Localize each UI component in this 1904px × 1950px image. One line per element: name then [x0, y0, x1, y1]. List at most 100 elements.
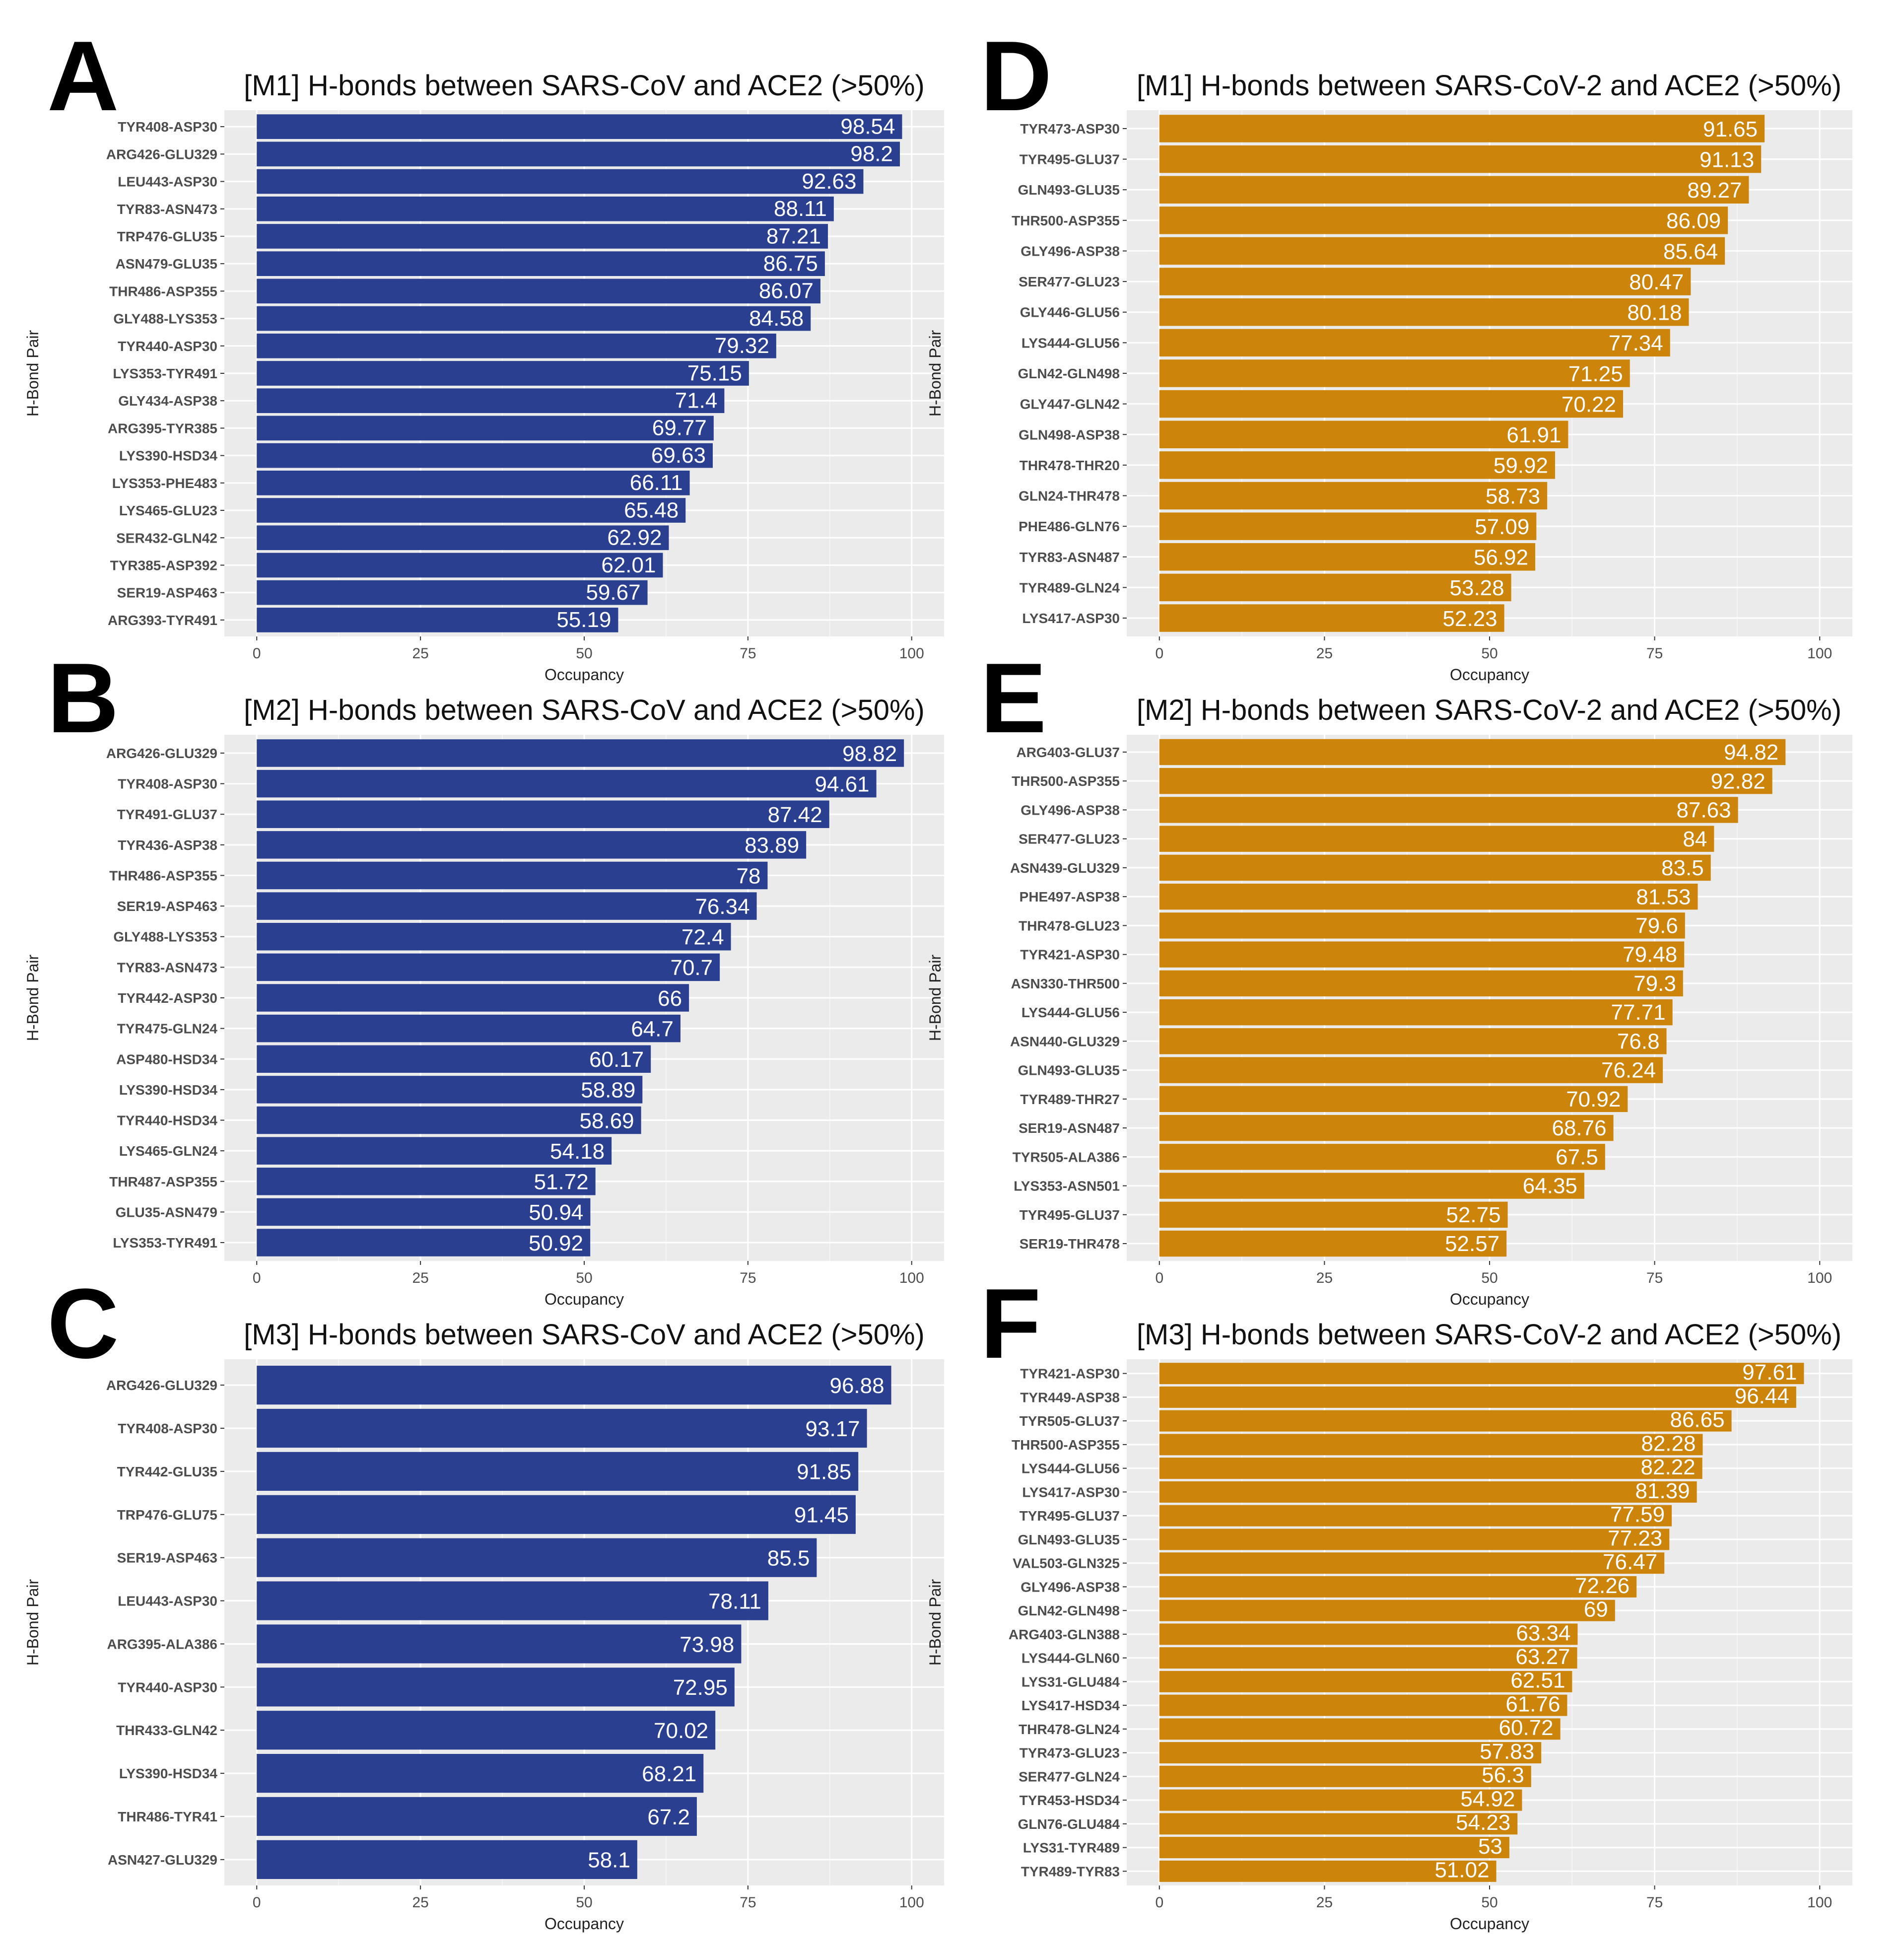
x-tick-label: 100: [1807, 1270, 1832, 1286]
category-label: LYS390-HSD34: [119, 1766, 218, 1781]
bar: [257, 141, 900, 167]
category-label: ARG426-GLU329: [106, 746, 217, 761]
bar-value-label: 72.26: [1575, 1574, 1630, 1598]
category-label: TYR83-ASN487: [1020, 550, 1120, 565]
bar-value-label: 67.2: [647, 1805, 690, 1829]
x-tick-label: 100: [899, 1894, 924, 1911]
bar-value-label: 80.47: [1629, 270, 1684, 294]
category-label: LYS444-GLU56: [1021, 1005, 1120, 1020]
bar-value-label: 60.72: [1499, 1716, 1554, 1740]
bar-value-label: 77.71: [1611, 1000, 1666, 1025]
bar: [257, 831, 807, 859]
bar: [1159, 451, 1555, 479]
bar: [1159, 1028, 1667, 1054]
category-label: LYS465-GLU23: [119, 503, 217, 518]
chart-title: [M2] H-bonds between SARS-CoV-2 and ACE2…: [1137, 694, 1841, 726]
bar-value-label: 54.18: [550, 1139, 605, 1164]
category-label: TYR408-ASP30: [118, 1421, 217, 1436]
bar-value-label: 87.21: [766, 224, 821, 248]
category-label: LYS444-GLU56: [1021, 335, 1120, 350]
bar-value-label: 56.3: [1482, 1763, 1524, 1788]
bar-value-label: 77.34: [1609, 331, 1663, 355]
bar-value-label: 77.59: [1610, 1503, 1665, 1527]
category-label: LYS417-ASP30: [1022, 1484, 1120, 1500]
category-label: ASN440-GLU329: [1010, 1034, 1120, 1049]
category-label: TYR489-GLN24: [1020, 580, 1120, 595]
category-label: TYR385-ASP392: [110, 557, 217, 573]
bar-value-label: 85.5: [767, 1546, 810, 1571]
bar-value-label: 67.5: [1556, 1145, 1598, 1169]
category-label: ASN330-THR500: [1011, 976, 1120, 991]
bar-value-label: 78: [737, 864, 761, 888]
bar-value-label: 55.19: [556, 608, 611, 632]
bar: [257, 553, 663, 578]
bar: [1159, 1458, 1702, 1479]
bar: [257, 114, 902, 139]
x-tick-label: 75: [1646, 1894, 1663, 1911]
bar: [1159, 1813, 1518, 1835]
bar: [1159, 1860, 1496, 1882]
bar: [1159, 1552, 1665, 1574]
bar: [1159, 207, 1728, 234]
bar: [1159, 1201, 1508, 1228]
bar: [1159, 1742, 1542, 1764]
bar: [257, 1137, 612, 1165]
bar: [1159, 1600, 1615, 1621]
bar-value-label: 52.75: [1446, 1203, 1500, 1227]
x-tick-label: 25: [412, 645, 428, 662]
bar: [1159, 543, 1536, 571]
bar: [257, 251, 825, 277]
x-tick-label: 0: [253, 1270, 261, 1286]
x-tick-label: 50: [576, 1270, 592, 1286]
chart-title: [M3] H-bonds between SARS-CoV and ACE2 (…: [244, 1319, 925, 1351]
category-label: TYR475-GLN24: [117, 1021, 218, 1037]
category-label: TYR473-GLU23: [1020, 1745, 1120, 1761]
category-label: TYR421-ASP30: [1020, 1366, 1120, 1382]
bar-value-label: 76.34: [695, 895, 749, 919]
category-label: THR486-ASP355: [109, 283, 217, 299]
bar-value-label: 83.5: [1661, 856, 1704, 880]
bar: [1159, 1789, 1522, 1811]
bar-value-label: 63.27: [1515, 1645, 1570, 1669]
x-tick-label: 100: [1807, 1894, 1832, 1911]
category-label: GLY434-ASP38: [118, 393, 217, 409]
bar-value-label: 62.01: [601, 553, 656, 577]
x-tick-label: 75: [1646, 645, 1663, 662]
x-axis-title: Occupancy: [544, 666, 624, 684]
x-axis-title: Occupancy: [1450, 1290, 1529, 1308]
bar-value-label: 98.54: [840, 114, 895, 139]
category-label: PHE486-GLN76: [1019, 519, 1120, 534]
bar-value-label: 54.23: [1456, 1811, 1510, 1835]
category-label: ASP480-HSD34: [116, 1051, 217, 1067]
x-tick-label: 100: [899, 645, 924, 662]
bar-value-label: 57.09: [1475, 515, 1529, 539]
panel-letter: D: [980, 21, 1052, 132]
panel-letter: A: [47, 21, 119, 132]
category-label: LYS31-TYR489: [1023, 1840, 1120, 1856]
category-label: TYR421-ASP30: [1020, 947, 1120, 963]
bar: [1159, 1529, 1670, 1550]
bar: [1159, 797, 1738, 823]
category-label: LYS353-PHE483: [112, 476, 217, 491]
category-label: TYR453-HSD34: [1020, 1793, 1120, 1808]
x-axis-title: Occupancy: [544, 1290, 624, 1308]
bar-value-label: 92.63: [802, 169, 856, 194]
y-axis-title: H-Bond Pair: [926, 330, 944, 417]
bar-value-label: 76.47: [1603, 1550, 1657, 1574]
chart-title: [M1] H-bonds between SARS-CoV-2 and ACE2…: [1137, 70, 1841, 102]
bar: [257, 1538, 817, 1577]
bar-value-label: 92.82: [1711, 769, 1766, 793]
bar-value-label: 79.6: [1635, 913, 1678, 938]
bar: [1159, 359, 1630, 387]
bar: [257, 769, 877, 798]
category-label: TYR83-ASN473: [117, 960, 217, 975]
bar: [1159, 1410, 1732, 1432]
bar-value-label: 72.95: [673, 1675, 728, 1700]
bar-value-label: 51.02: [1434, 1858, 1489, 1882]
category-label: GLN76-GLU484: [1018, 1816, 1120, 1832]
bar: [257, 470, 690, 495]
panel-f: F [M3] H-bonds between SARS-CoV-2 and ACE…: [926, 1268, 1852, 1933]
bar: [257, 1229, 591, 1256]
bar-value-label: 98.82: [842, 742, 897, 766]
bar-value-label: 86.07: [759, 279, 814, 303]
